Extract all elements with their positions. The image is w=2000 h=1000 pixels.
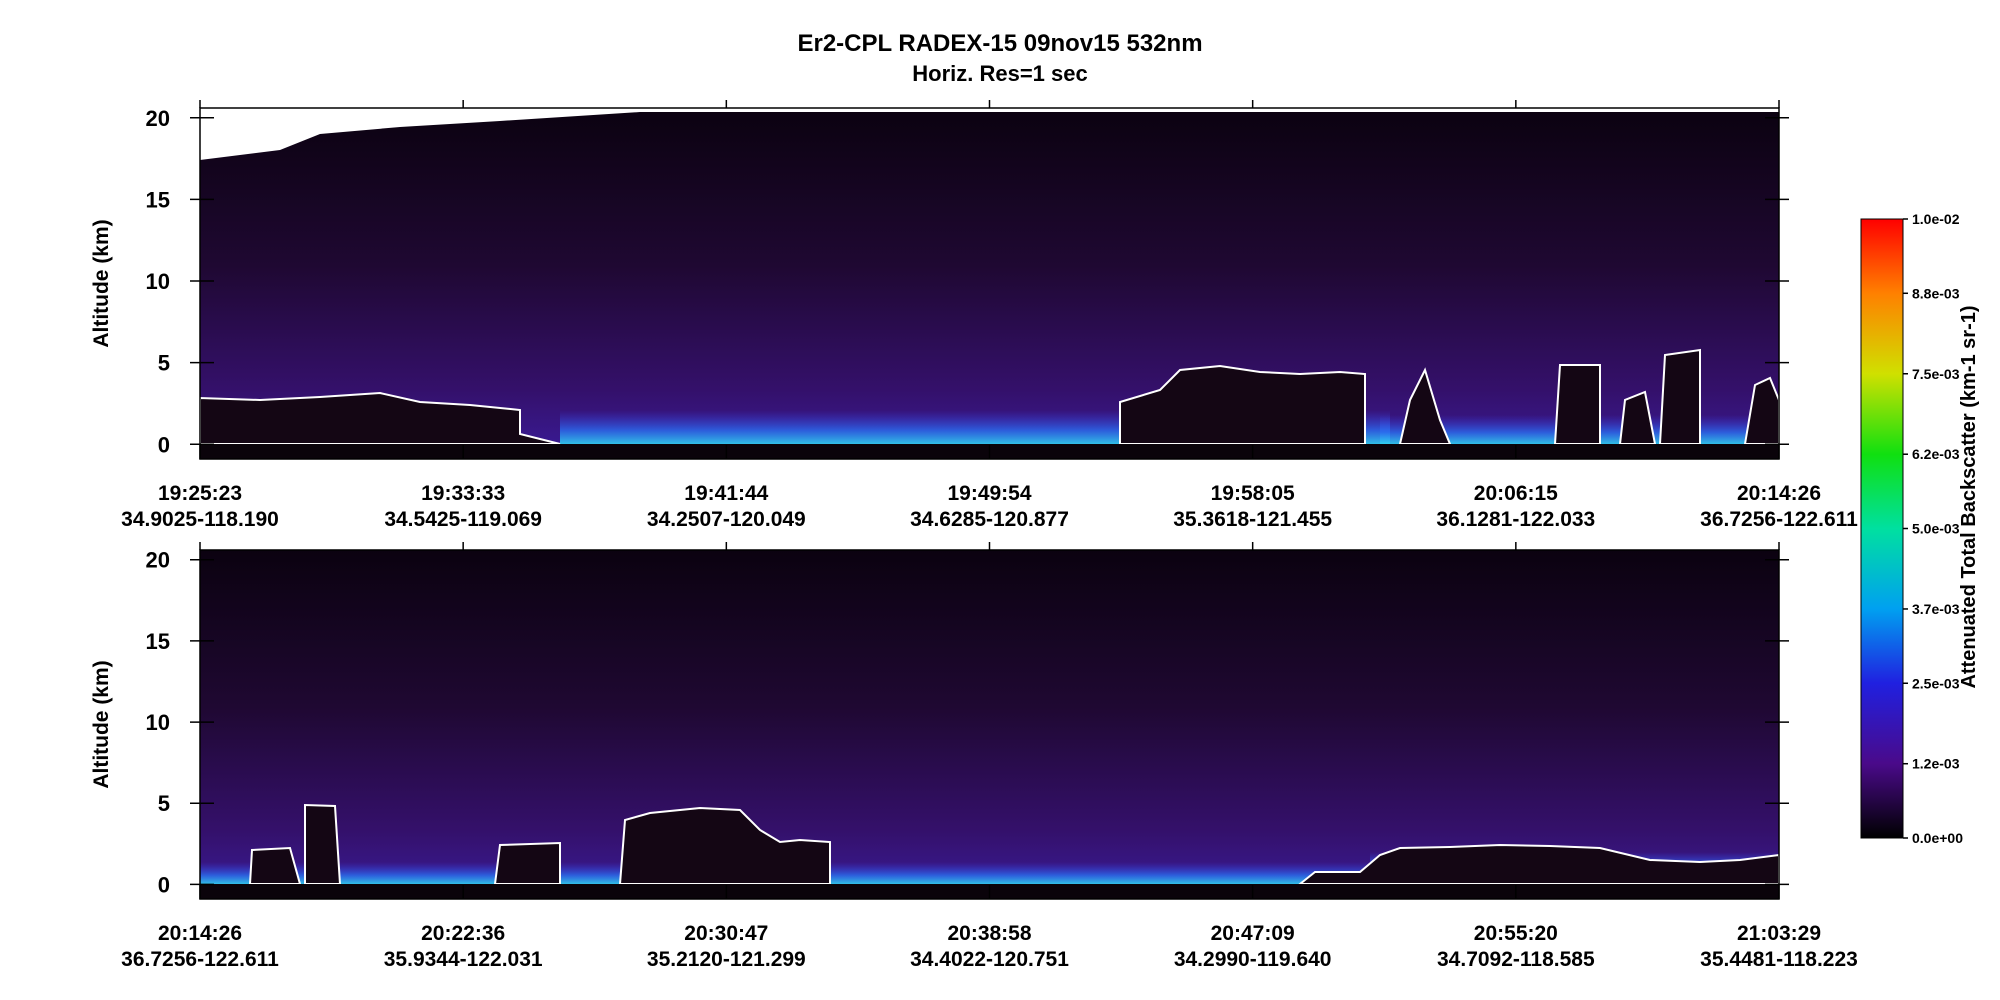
x-tick-label: 19:49:54 xyxy=(947,482,1031,505)
x-tick-location: 36.7256-122.611 xyxy=(1700,508,1858,531)
cloud xyxy=(1119,364,1366,445)
curtain-bottom xyxy=(200,550,1780,899)
x-tick-label: 20:38:58 xyxy=(947,922,1031,945)
backscatter-field xyxy=(200,550,1779,899)
colorbar-tick-label: 8.8e-03 xyxy=(1912,285,1960,301)
x-tick-location: 34.4022-120.751 xyxy=(910,948,1069,971)
cloud xyxy=(1553,364,1601,445)
x-tick-location: 36.1281-122.033 xyxy=(1436,508,1595,531)
y-axis-label: Altitude (km) xyxy=(90,219,113,347)
x-tick-label: 20:30:47 xyxy=(684,922,768,945)
title: Er2-CPL RADEX-15 09nov15 532nm xyxy=(797,30,1202,57)
x-tick-location: 34.6285-120.877 xyxy=(910,508,1069,531)
x-tick-label: 19:58:05 xyxy=(1211,482,1295,505)
x-tick-label: 20:14:26 xyxy=(158,922,242,945)
cloud xyxy=(493,841,561,885)
x-tick-location: 34.5425-119.069 xyxy=(384,508,542,531)
x-tick-location: 34.7092-118.585 xyxy=(1437,948,1595,971)
cloud xyxy=(304,803,342,885)
cloud xyxy=(618,806,831,885)
x-tick-location: 35.4481-118.223 xyxy=(1700,948,1858,971)
colorbar-tick-label: 6.2e-03 xyxy=(1912,446,1960,462)
colorbar-tick-label: 5.0e-03 xyxy=(1912,521,1960,537)
y-tick-label: 20 xyxy=(146,548,170,573)
colorbar-tick-label: 7.5e-03 xyxy=(1912,366,1960,382)
x-tick-location: 34.2507-120.049 xyxy=(647,508,806,531)
x-tick-label: 20:06:15 xyxy=(1474,482,1558,505)
x-tick-location: 36.7256-122.611 xyxy=(121,948,279,971)
colorbar-label: Attenuated Total Backscatter (km-1 sr-1) xyxy=(1958,305,1980,688)
y-tick-label: 5 xyxy=(158,351,170,376)
x-tick-location: 34.2990-119.640 xyxy=(1174,948,1332,971)
x-tick-label: 19:25:23 xyxy=(158,482,242,505)
x-tick-location: 34.9025-118.190 xyxy=(121,508,279,531)
cloud xyxy=(248,846,302,885)
x-tick-label: 19:33:33 xyxy=(421,482,505,505)
y-axis-label: Altitude (km) xyxy=(90,660,113,788)
colorbar-tick-label: 1.0e-02 xyxy=(1912,211,1960,227)
y-tick-label: 0 xyxy=(158,872,170,897)
no-data xyxy=(200,108,1779,160)
terrain-cloud xyxy=(1297,843,1780,885)
x-tick-location: 35.2120-121.299 xyxy=(647,948,806,971)
x-tick-location: 35.3618-121.455 xyxy=(1173,508,1332,531)
x-tick-label: 20:55:20 xyxy=(1474,922,1558,945)
cloud xyxy=(1658,348,1701,445)
y-tick-label: 20 xyxy=(146,106,170,131)
subtitle: Horiz. Res=1 sec xyxy=(912,61,1087,86)
x-tick-label: 20:22:36 xyxy=(421,922,505,945)
y-tick-label: 10 xyxy=(146,710,170,735)
backscatter-field xyxy=(200,108,1779,459)
colorbar xyxy=(1860,218,1904,839)
colorbar-tick-label: 3.7e-03 xyxy=(1912,601,1960,617)
y-tick-label: 10 xyxy=(146,269,170,294)
y-tick-label: 15 xyxy=(146,629,170,654)
cloud xyxy=(199,391,561,445)
curtain-top xyxy=(199,108,1780,459)
x-tick-label: 20:14:26 xyxy=(1737,482,1821,505)
x-tick-location: 35.9344-122.031 xyxy=(384,948,543,971)
y-tick-label: 0 xyxy=(158,432,170,457)
x-tick-label: 20:47:09 xyxy=(1211,922,1295,945)
colorbar-tick-label: 0.0e+00 xyxy=(1912,830,1963,846)
colorbar-tick-label: 2.5e-03 xyxy=(1912,675,1960,691)
y-tick-label: 5 xyxy=(158,791,170,816)
y-tick-label: 15 xyxy=(146,187,170,212)
colorbar-tick-label: 1.2e-03 xyxy=(1912,756,1960,772)
x-tick-label: 21:03:29 xyxy=(1737,922,1821,945)
x-tick-label: 19:41:44 xyxy=(684,482,768,505)
